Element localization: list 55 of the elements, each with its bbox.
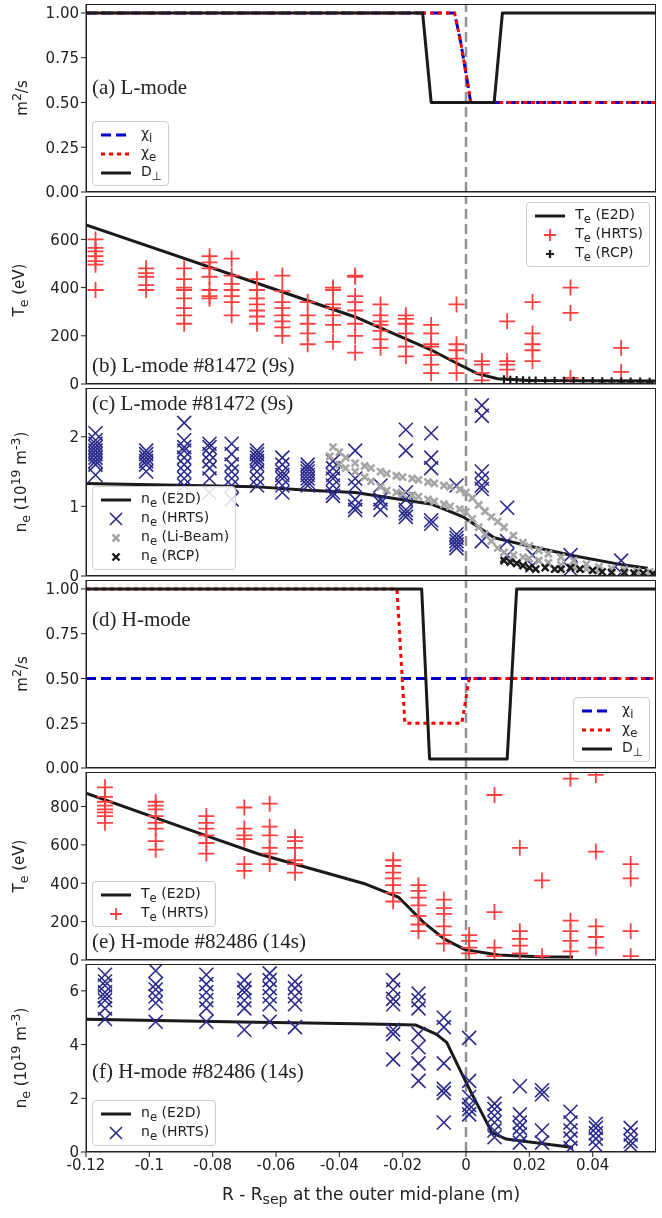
text: (e) H-mode #82486 (14s) bbox=[92, 928, 307, 954]
legend-label: n$_{e}$ (HRTS) bbox=[141, 1122, 210, 1143]
legend-label: χ$_{i}$ bbox=[622, 700, 634, 721]
y-tick-label: 0.25 bbox=[45, 714, 79, 733]
text: (d) H-mode bbox=[92, 606, 191, 632]
y-tick-label: 0.75 bbox=[45, 625, 79, 644]
y-tick-label: 800 bbox=[50, 797, 79, 816]
y-tick-label: 1 bbox=[69, 497, 79, 516]
y-tick-label: 0 bbox=[69, 375, 79, 394]
y-tick-label: 0 bbox=[69, 951, 79, 970]
y-tick-label: 200 bbox=[50, 327, 79, 346]
x-tick-label: 0.02 bbox=[512, 1155, 547, 1174]
legend-label: T$_{e}$ (E2D) bbox=[575, 205, 635, 226]
y-tick-label: 6 bbox=[69, 982, 79, 1001]
legend-label: T$_{e}$ (E2D) bbox=[141, 884, 201, 905]
text: (f) H-mode #82486 (14s) bbox=[92, 1058, 304, 1084]
x-tick-label: -0.02 bbox=[383, 1155, 423, 1174]
legend-label: T$_{e}$ (RCP) bbox=[575, 243, 634, 264]
legend-label: n$_{e}$ (RCP) bbox=[141, 546, 200, 567]
y-tick-label: 0.00 bbox=[45, 183, 79, 202]
text: (b) L-mode #81472 (9s) bbox=[92, 352, 295, 378]
x-tick-label: 0.04 bbox=[575, 1155, 610, 1174]
chart-title: (c) L-mode #81472 (9s) bbox=[92, 390, 294, 416]
y-tick-label: 600 bbox=[50, 230, 79, 249]
y-tick-label: 400 bbox=[50, 874, 79, 893]
x-tick-label: -0.06 bbox=[256, 1155, 296, 1174]
legend-label: T$_{e}$ (HRTS) bbox=[575, 224, 643, 245]
legend-label: χ$_{e}$ bbox=[141, 143, 157, 164]
y-tick-label: 2 bbox=[69, 1089, 79, 1108]
x-tick-label: -0.04 bbox=[319, 1155, 359, 1174]
y-tick-label: 200 bbox=[50, 912, 79, 931]
y-tick-label: 2 bbox=[69, 428, 79, 447]
text: (a) L-mode bbox=[92, 74, 188, 100]
legend-label: χ$_{e}$ bbox=[622, 719, 638, 740]
legend-label: n$_{e}$ (Li-Beam) bbox=[141, 527, 230, 548]
y-tick-label: 4 bbox=[69, 1035, 79, 1054]
legend-label: T$_{e}$ (HRTS) bbox=[141, 903, 209, 924]
legend-label: D$_{⊥}$ bbox=[141, 162, 162, 183]
x-tick-label: -0.1 bbox=[134, 1155, 164, 1174]
y-tick-label: 0.00 bbox=[45, 759, 79, 778]
y-tick-label: 1.00 bbox=[45, 4, 79, 23]
legend-label: n$_{e}$ (E2D) bbox=[141, 489, 201, 510]
x-axis-title: R - R$_{sep}$ at the outer mid-plane (m) bbox=[220, 1184, 522, 1208]
y-tick-label: 0.50 bbox=[45, 669, 79, 688]
y-tick-label: 0.25 bbox=[45, 138, 79, 157]
legend-label: n$_{e}$ (E2D) bbox=[141, 1103, 201, 1124]
y-tick-label: 0.75 bbox=[45, 49, 79, 68]
x-tick-label: 0 bbox=[461, 1155, 471, 1174]
legend-label: χ$_{i}$ bbox=[141, 124, 153, 145]
legend-label: n$_{e}$ (HRTS) bbox=[141, 508, 210, 529]
y-tick-label: 0.50 bbox=[45, 93, 79, 112]
y-tick-label: 400 bbox=[50, 278, 79, 297]
legend-label: D$_{⊥}$ bbox=[622, 738, 643, 759]
x-tick-label: -0.08 bbox=[193, 1155, 233, 1174]
y-tick-label: 600 bbox=[50, 836, 79, 855]
